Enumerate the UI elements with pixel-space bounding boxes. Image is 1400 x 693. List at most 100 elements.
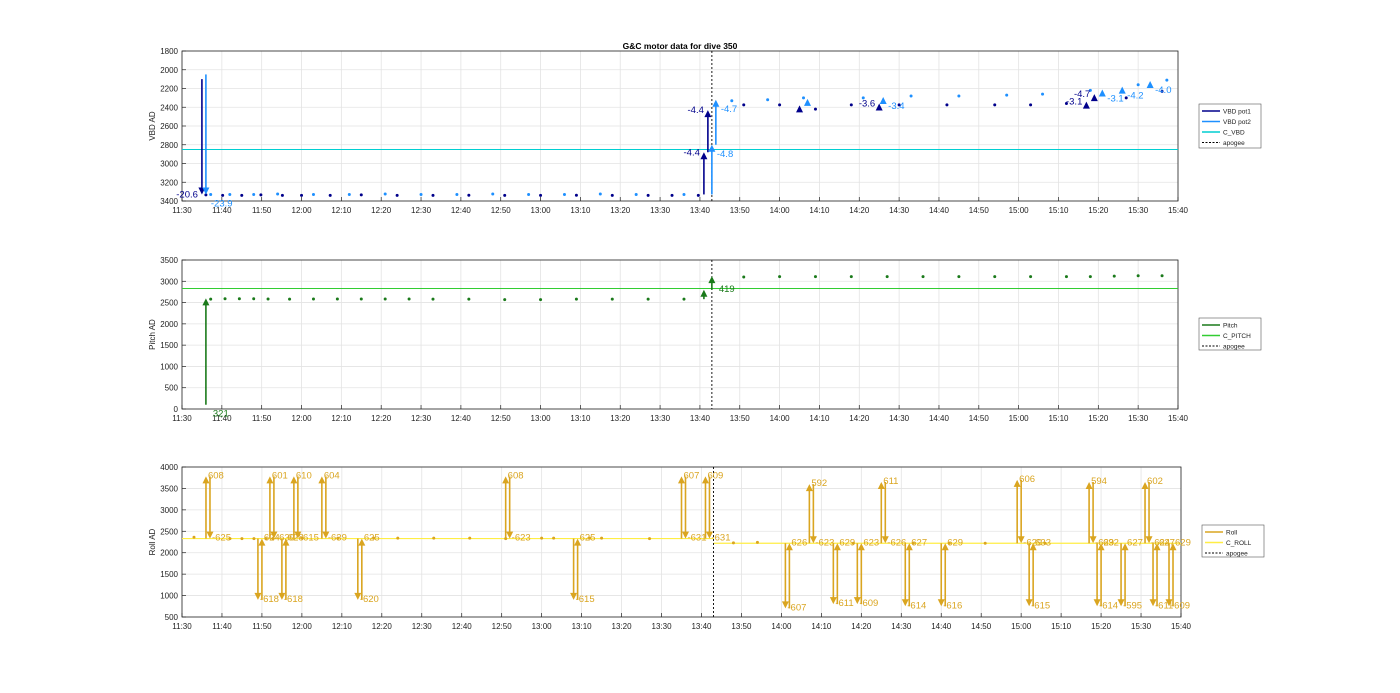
move-arrow-head [881,536,889,544]
pitch-point [539,298,543,302]
vbd-pot1-point [328,193,332,197]
y-tick-label: 2400 [160,103,178,112]
x-tick-label: 15:40 [1171,622,1192,631]
move-label: -626 [887,537,906,548]
roll-point [432,536,436,540]
legend-label: apogee [1226,551,1248,558]
vbd-pot2-point [276,192,280,196]
move-arrow-head [1169,543,1177,551]
y-tick-label: 4000 [160,463,178,472]
x-tick-label: 12:40 [451,206,472,215]
move-label: -607 [787,602,806,613]
legend-label: C_VBD [1223,130,1245,137]
move-label: -614 [1099,600,1118,611]
pitch-point [223,297,227,301]
move-label: -616 [943,600,962,611]
vbd-pot1-point [778,103,782,107]
x-tick-label: 15:10 [1048,206,1069,215]
move-label: 632 [1103,537,1119,548]
x-tick-label: 15:00 [1009,206,1030,215]
x-tick-label: 14:10 [811,622,832,631]
roll-point [731,541,735,545]
pitch-point [237,297,241,301]
move-label: -614 [907,600,926,611]
x-tick-label: 13:00 [531,206,552,215]
vbd-pot2-point [383,192,387,196]
vbd-pot1-point [646,193,650,197]
move-label: 608 [208,470,224,481]
move-label: -3.1 [1107,93,1123,104]
pitch-point [252,297,256,301]
y-tick-label: 1000 [160,362,178,371]
move-label: -629 [1095,537,1114,548]
x-tick-label: 13:10 [572,622,593,631]
x-tick-label: 14:50 [969,414,990,423]
vbd-pot1-point [259,193,263,197]
move-arrow-head [502,476,510,484]
move-label: 594 [1091,476,1107,487]
move-label: -639 [328,533,347,544]
x-tick-label: 14:00 [770,206,791,215]
x-tick-label: 14:10 [809,414,830,423]
vbd-pot2-point [228,192,232,196]
vbd-pot1-point [742,103,746,107]
vbd-pot2-point [491,192,495,196]
move-arrow-head [833,543,841,551]
legend-box [1198,317,1262,351]
move-arrow-head [266,476,274,484]
y-tick-label: 2000 [160,549,178,558]
pitch-point [407,297,411,301]
move-arrow-head [937,599,945,607]
move-arrow-head [796,105,804,113]
move-label: -4.4 [688,105,704,116]
move-arrow-head [1082,101,1090,109]
x-tick-label: 14:00 [770,414,791,423]
vbd-pot1-point [221,193,225,197]
move-label: -631 [687,533,706,544]
y-tick-label: 2600 [160,122,178,131]
move-arrow-head [1121,543,1129,551]
roll-point [648,537,652,541]
vbd-pot2-point [311,192,315,196]
move-label: 610 [296,470,312,481]
vbd-pot1-point [813,107,817,111]
roll-point [552,536,556,540]
pitch-point [266,297,270,301]
move-arrow-head [1141,482,1149,489]
move-arrow-head [1098,89,1106,97]
move-label: 608 [508,470,524,481]
move-arrow-head [1017,536,1025,544]
x-tick-label: 13:00 [532,622,553,631]
move-label: 592 [811,478,827,489]
pitch-point [957,275,961,279]
vbd-pot2-point [766,98,770,102]
pitch-point [921,275,925,279]
move-arrow-head [701,476,709,484]
move-label: 624 [264,533,280,544]
move-arrow-head [877,482,885,489]
vbd-pot1-point [897,103,901,107]
move-arrow-head [700,152,708,160]
vbd-pot1-point [993,103,997,107]
y-tick-label: 3500 [160,256,178,265]
move-arrow-head [803,98,811,106]
pitch-point [849,275,853,279]
vbd-pot2-point [1005,93,1009,97]
move-label: -620 [360,594,379,605]
move-arrow-head [282,538,290,546]
x-tick-label: 13:30 [650,206,671,215]
pitch-point [682,297,686,301]
panels: 11:30 11:40 11:50 12:00 12:10 12:20 12:30 12:40… [148,47,1265,631]
move-label: 627 [911,537,927,548]
vbd-pot1-point [467,193,471,197]
move-label: 627 [1159,537,1175,548]
roll-point [300,536,304,540]
move-arrow-head [681,531,689,539]
x-tick-label: 15:40 [1168,414,1189,423]
pitch-point [1064,275,1068,279]
y-axis-label: VBD AD [148,111,157,141]
pitch-point [993,275,997,279]
x-tick-label: 11:40 [212,622,232,631]
vbd-pot1-point [204,193,208,197]
